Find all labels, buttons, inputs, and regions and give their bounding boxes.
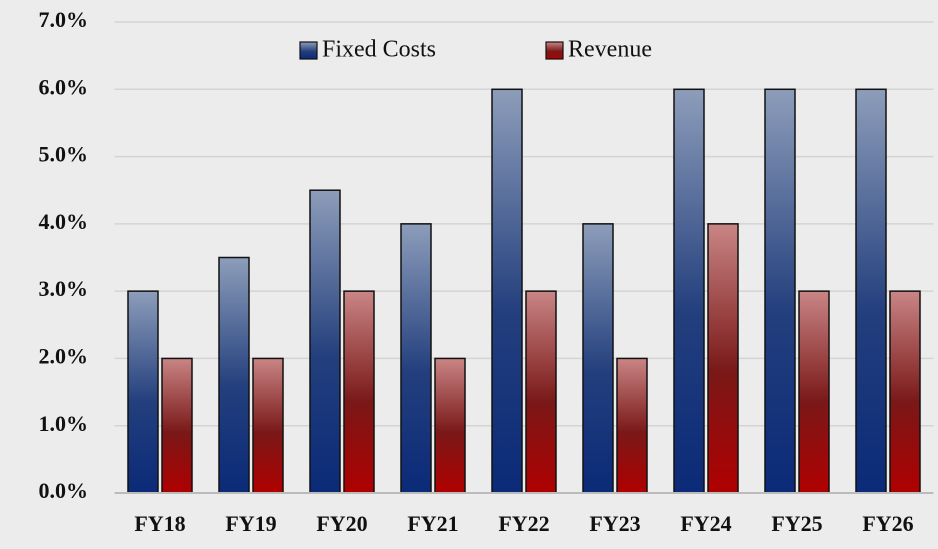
- y-tick-label: 3.0%: [39, 276, 89, 301]
- bar: [400, 223, 432, 494]
- bar: [582, 223, 614, 494]
- x-tick-label: FY25: [771, 511, 822, 536]
- y-tick-label: 7.0%: [39, 7, 89, 32]
- x-tick-label: FY21: [407, 511, 458, 536]
- bar: [798, 290, 830, 494]
- bar: [218, 256, 250, 494]
- legend-swatch: [299, 41, 318, 60]
- x-tick-label: FY18: [134, 511, 185, 536]
- y-tick-label: 4.0%: [39, 209, 89, 234]
- bar: [764, 88, 796, 494]
- x-tick-label: FY26: [862, 511, 913, 536]
- bar: [309, 189, 341, 494]
- y-tick-label: 2.0%: [39, 343, 89, 368]
- y-tick-label: 5.0%: [39, 142, 89, 167]
- bar: [889, 290, 921, 494]
- bar: [343, 290, 375, 494]
- bar: [434, 357, 466, 494]
- legend-label: Fixed Costs: [322, 37, 436, 63]
- x-tick-label: FY20: [316, 511, 367, 536]
- legend-swatch: [545, 41, 564, 60]
- y-tick-label: 1.0%: [39, 411, 89, 436]
- x-tick-label: FY24: [680, 511, 731, 536]
- bar: [252, 357, 284, 494]
- bar: [525, 290, 557, 494]
- bar: [673, 88, 705, 494]
- x-tick-label: FY22: [498, 511, 549, 536]
- bar: [161, 357, 193, 494]
- bar: [616, 357, 648, 494]
- x-tick-label: FY19: [225, 511, 276, 536]
- y-tick-label: 6.0%: [39, 74, 89, 99]
- bar: [491, 88, 523, 494]
- x-tick-label: FY23: [589, 511, 640, 536]
- bar: [855, 88, 887, 494]
- bar: [707, 223, 739, 494]
- y-tick-label: 0.0%: [39, 478, 89, 503]
- bar: [127, 290, 159, 494]
- legend-label: Revenue: [568, 37, 652, 63]
